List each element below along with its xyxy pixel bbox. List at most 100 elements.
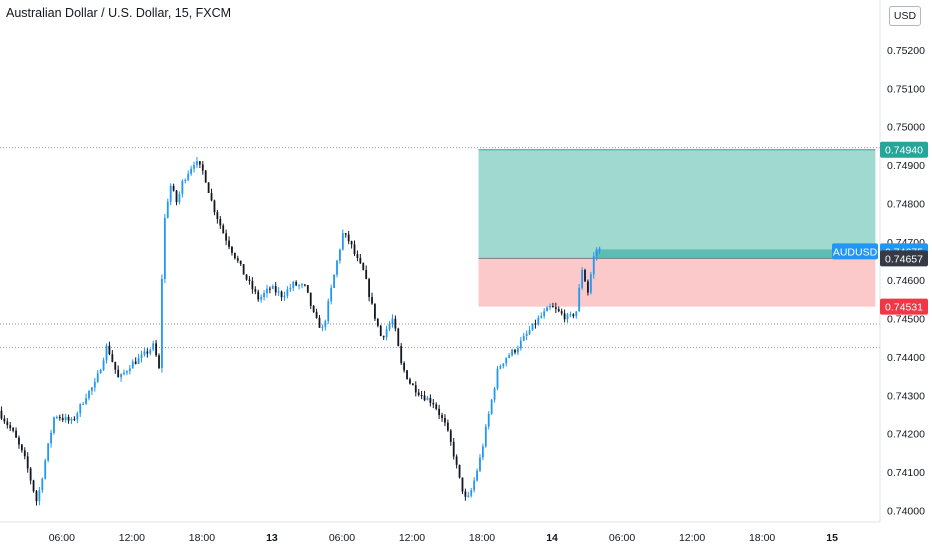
candle-body bbox=[292, 282, 295, 288]
candle-body bbox=[333, 274, 335, 288]
candle bbox=[505, 357, 508, 367]
candle bbox=[274, 282, 277, 296]
candle-body bbox=[277, 291, 280, 293]
candle-body bbox=[566, 314, 569, 320]
candle-body bbox=[35, 491, 38, 502]
long-position-tool[interactable] bbox=[478, 149, 876, 307]
x-tick-label: 13 bbox=[266, 532, 278, 544]
candle-body bbox=[397, 328, 400, 347]
candle-body bbox=[309, 292, 312, 306]
candle bbox=[525, 330, 528, 341]
candle bbox=[479, 453, 481, 473]
candle bbox=[543, 308, 546, 319]
candle-body bbox=[175, 190, 178, 203]
candle-body bbox=[231, 246, 233, 253]
loss-zone[interactable] bbox=[478, 258, 876, 307]
candle-body bbox=[394, 318, 397, 329]
x-tick-label: 06:00 bbox=[329, 532, 355, 544]
candle bbox=[333, 274, 335, 289]
candle bbox=[152, 340, 155, 352]
candle-body bbox=[169, 185, 172, 202]
candle-body bbox=[225, 233, 228, 241]
candle-body bbox=[470, 490, 473, 496]
candle bbox=[481, 443, 484, 461]
candle-body bbox=[336, 260, 338, 275]
candle bbox=[193, 161, 195, 173]
candle-body bbox=[420, 395, 423, 397]
candle bbox=[429, 394, 432, 407]
candle bbox=[537, 315, 540, 326]
candle-body bbox=[114, 361, 117, 370]
candle bbox=[9, 422, 12, 432]
candle bbox=[35, 489, 38, 506]
candle bbox=[411, 383, 414, 386]
candle-body bbox=[88, 390, 90, 399]
candle bbox=[172, 183, 175, 192]
price-axis[interactable]: 0.74000 0.74100 0.74200 0.74300 0.74400 0.745… bbox=[887, 45, 925, 518]
price-label-text: 0.74940 bbox=[885, 145, 923, 157]
candle bbox=[397, 327, 400, 347]
candle bbox=[292, 280, 295, 292]
currency-button[interactable]: USD bbox=[889, 6, 921, 26]
candle-body bbox=[233, 252, 236, 259]
candle bbox=[245, 274, 248, 281]
candle bbox=[29, 466, 32, 485]
candle bbox=[99, 368, 102, 374]
candle-body bbox=[53, 417, 55, 433]
candle-body bbox=[552, 306, 554, 308]
candle-body bbox=[123, 372, 125, 375]
candle bbox=[3, 415, 6, 425]
candle-body bbox=[315, 311, 318, 318]
candlestick-series bbox=[0, 157, 601, 506]
candle-body bbox=[47, 443, 50, 461]
candle bbox=[414, 381, 417, 397]
candle bbox=[260, 294, 263, 303]
candle-body bbox=[82, 403, 85, 405]
candle bbox=[560, 308, 563, 316]
candle bbox=[339, 248, 341, 264]
candle-body bbox=[549, 306, 551, 308]
candle-body bbox=[388, 324, 391, 330]
candle bbox=[467, 491, 470, 498]
candle bbox=[455, 454, 458, 469]
candle-body bbox=[438, 408, 441, 416]
candle-body bbox=[117, 369, 120, 378]
candle-body bbox=[228, 240, 230, 247]
candle-body bbox=[85, 398, 87, 404]
candle bbox=[595, 247, 598, 261]
candle bbox=[327, 298, 330, 324]
candle bbox=[406, 370, 408, 380]
y-tick-label: 0.74600 bbox=[887, 275, 925, 287]
candle-body bbox=[435, 404, 438, 409]
candle-body bbox=[266, 288, 268, 294]
candle bbox=[111, 350, 114, 363]
y-tick-label: 0.75000 bbox=[887, 122, 925, 134]
candle-body bbox=[15, 430, 17, 438]
candle-body bbox=[73, 418, 76, 420]
x-tick-label: 18:00 bbox=[469, 532, 495, 544]
candle bbox=[123, 369, 125, 376]
price-label-text: 0.74531 bbox=[885, 302, 923, 314]
y-tick-label: 0.75100 bbox=[887, 83, 925, 95]
candle bbox=[441, 412, 443, 422]
candle-body bbox=[484, 426, 487, 447]
profit-zone[interactable] bbox=[478, 149, 876, 259]
candle-body bbox=[245, 274, 248, 280]
candle bbox=[190, 165, 193, 176]
candle-body bbox=[400, 346, 403, 364]
candle bbox=[169, 183, 172, 206]
candle-body bbox=[496, 368, 499, 389]
candle bbox=[131, 359, 134, 369]
symbol-label-bg bbox=[832, 243, 878, 260]
candle-body bbox=[481, 446, 484, 458]
candle bbox=[181, 179, 184, 198]
time-axis[interactable]: 06:00 12:00 18:00 13 06:00 12:00 18:00 14 06:00 1… bbox=[49, 532, 838, 544]
candle bbox=[382, 335, 385, 340]
candle bbox=[96, 369, 99, 384]
candle-body bbox=[519, 340, 522, 349]
candle bbox=[102, 357, 105, 371]
candle-body bbox=[152, 343, 155, 350]
candle-body bbox=[76, 413, 79, 420]
candle-body bbox=[0, 410, 3, 419]
